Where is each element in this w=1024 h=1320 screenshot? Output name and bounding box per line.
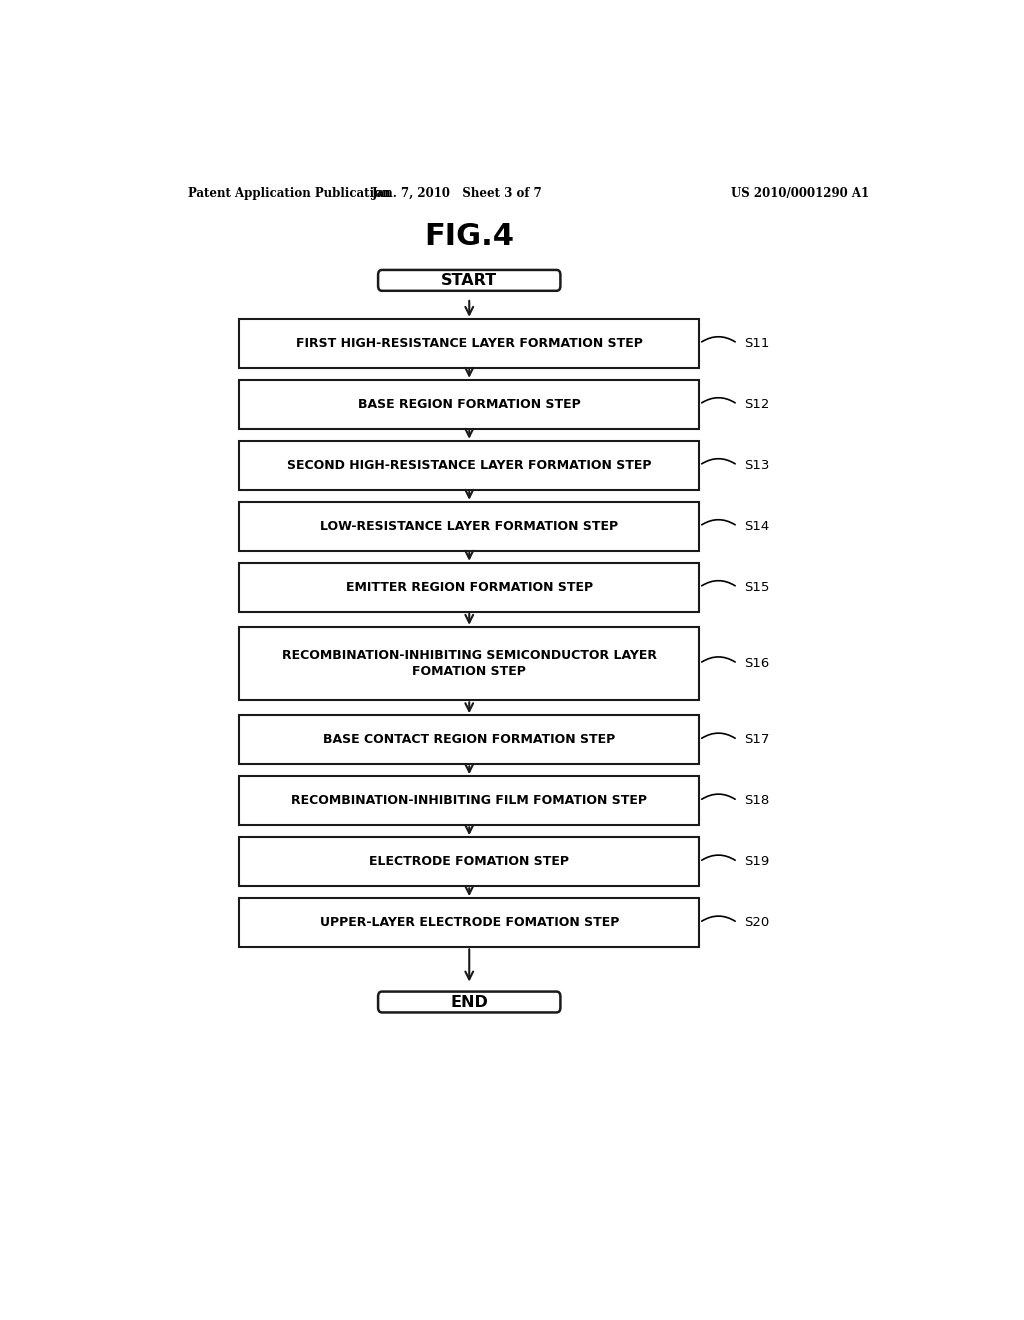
Text: S19: S19 [743, 855, 769, 869]
Text: S14: S14 [743, 520, 769, 533]
Text: RECOMBINATION-INHIBITING SEMICONDUCTOR LAYER
FOMATION STEP: RECOMBINATION-INHIBITING SEMICONDUCTOR L… [282, 649, 656, 678]
Bar [240, 380, 699, 429]
Text: S11: S11 [743, 337, 769, 350]
Bar [240, 319, 699, 368]
Bar [240, 715, 699, 764]
Text: Jan. 7, 2010   Sheet 3 of 7: Jan. 7, 2010 Sheet 3 of 7 [372, 187, 543, 201]
Text: S17: S17 [743, 734, 769, 746]
FancyBboxPatch shape [378, 991, 560, 1012]
Bar [240, 837, 699, 886]
Text: S20: S20 [743, 916, 769, 929]
Text: EMITTER REGION FORMATION STEP: EMITTER REGION FORMATION STEP [346, 581, 593, 594]
Bar [240, 899, 699, 948]
Bar [240, 776, 699, 825]
FancyBboxPatch shape [378, 269, 560, 290]
Text: UPPER-LAYER ELECTRODE FOMATION STEP: UPPER-LAYER ELECTRODE FOMATION STEP [319, 916, 618, 929]
Text: S13: S13 [743, 459, 769, 471]
Text: SECOND HIGH-RESISTANCE LAYER FORMATION STEP: SECOND HIGH-RESISTANCE LAYER FORMATION S… [287, 459, 651, 471]
Text: ELECTRODE FOMATION STEP: ELECTRODE FOMATION STEP [370, 855, 569, 869]
Text: BASE CONTACT REGION FORMATION STEP: BASE CONTACT REGION FORMATION STEP [324, 734, 615, 746]
Text: S15: S15 [743, 581, 769, 594]
Bar [240, 562, 699, 611]
Text: RECOMBINATION-INHIBITING FILM FOMATION STEP: RECOMBINATION-INHIBITING FILM FOMATION S… [291, 795, 647, 808]
Text: END: END [451, 994, 488, 1010]
Text: FIRST HIGH-RESISTANCE LAYER FORMATION STEP: FIRST HIGH-RESISTANCE LAYER FORMATION ST… [296, 337, 643, 350]
Text: Patent Application Publication: Patent Application Publication [187, 187, 390, 201]
Text: US 2010/0001290 A1: US 2010/0001290 A1 [731, 187, 869, 201]
Bar [240, 502, 699, 550]
Bar [240, 441, 699, 490]
Text: S18: S18 [743, 795, 769, 808]
Text: S16: S16 [743, 657, 769, 671]
Text: START: START [441, 273, 498, 288]
Text: LOW-RESISTANCE LAYER FORMATION STEP: LOW-RESISTANCE LAYER FORMATION STEP [321, 520, 618, 533]
Text: FIG.4: FIG.4 [424, 222, 514, 251]
Bar [240, 627, 699, 700]
Text: BASE REGION FORMATION STEP: BASE REGION FORMATION STEP [357, 397, 581, 411]
Text: S12: S12 [743, 397, 769, 411]
